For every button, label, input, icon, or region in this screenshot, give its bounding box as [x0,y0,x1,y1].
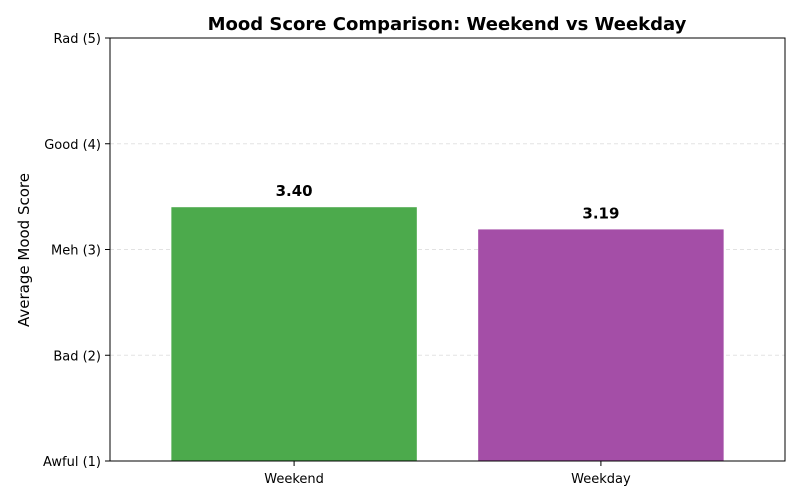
bar-weekend [171,207,417,461]
y-tick-label: Awful (1) [43,455,101,470]
data-labels: 3.40 3.19 [276,182,620,222]
x-tick-label: Weekday [571,472,631,487]
chart-title: Mood Score Comparison: Weekend vs Weekda… [208,14,687,35]
plot-frame [109,37,786,462]
y-tick-label: Meh (3) [51,244,101,259]
y-tick-label: Bad (2) [53,349,101,364]
x-tick-label: Weekend [264,472,324,487]
data-label-weekend: 3.40 [276,182,313,200]
bars [171,207,724,461]
y-axis-ticks: Awful (1) Bad (2) Meh (3) Good (4) Rad (5) [43,32,110,470]
bar-weekday [478,229,724,461]
y-tick-label: Good (4) [44,138,101,153]
x-axis-ticks: Weekend Weekday [264,461,631,487]
data-label-weekday: 3.19 [582,204,619,222]
y-tick-label: Rad (5) [53,32,101,47]
y-axis-label: Average Mood Score [15,173,33,327]
